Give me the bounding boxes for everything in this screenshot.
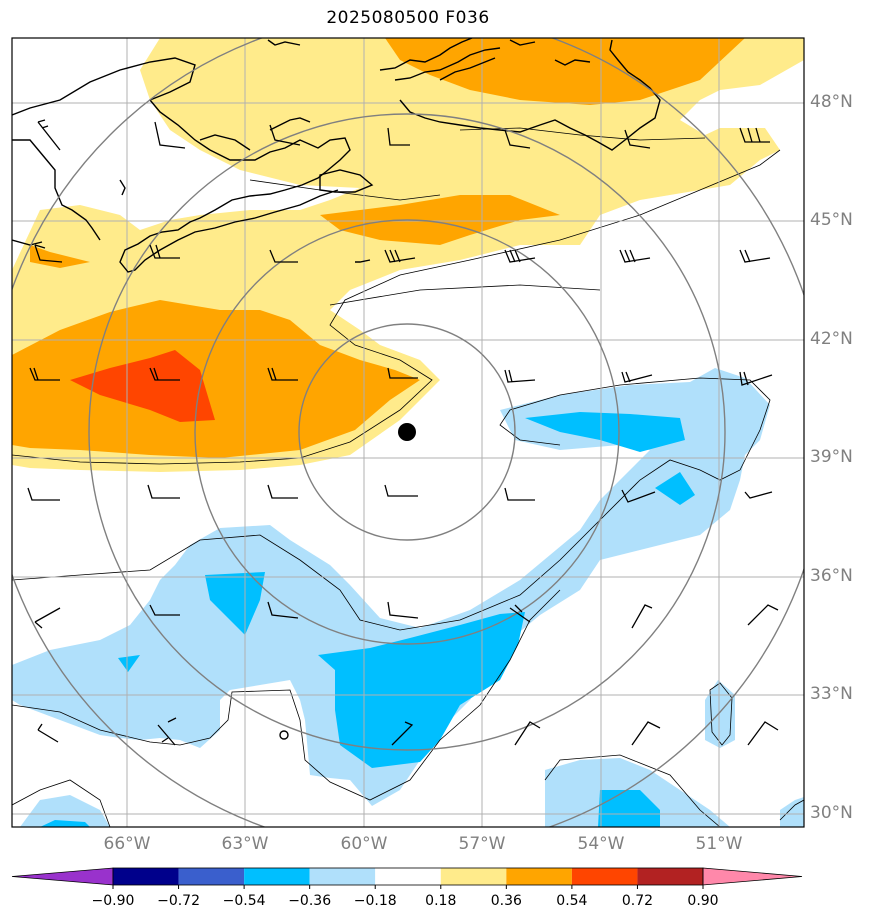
colorbar-segment <box>309 868 376 885</box>
colorbar-segment <box>375 868 441 885</box>
colorbar-segment <box>506 868 572 885</box>
lat-label-48n: 48°N <box>810 92 853 112</box>
colorbar-segment <box>440 868 507 885</box>
lat-label-30n: 30°N <box>810 803 853 823</box>
colorbar-tick-label: 0.90 <box>687 893 719 909</box>
colorbar-segment <box>244 868 310 885</box>
lat-label-39n: 39°N <box>810 447 853 467</box>
colorbar <box>11 867 803 889</box>
lat-label-36n: 36°N <box>810 566 853 586</box>
colorbar-tick-label: −0.18 <box>353 893 397 909</box>
range-rings <box>12 38 804 827</box>
negative-anomaly-blue <box>40 412 695 827</box>
wind-barbs <box>27 119 779 746</box>
colorbar-segment <box>178 868 245 885</box>
graticule <box>12 38 804 827</box>
colorbar-tick-label: 0.36 <box>490 893 522 909</box>
colorbar-extend-high <box>702 867 803 886</box>
colorbar-segment <box>571 868 638 885</box>
colorbar-segment <box>637 868 703 885</box>
colorbar-tick-label: −0.72 <box>157 893 200 909</box>
map-panel <box>11 37 805 828</box>
lon-label-63w: 63°W <box>221 834 269 854</box>
colorbar-segment <box>113 868 179 885</box>
map-frame <box>11 37 805 828</box>
lon-label-60w: 60°W <box>340 834 388 854</box>
lat-label-45n: 45°N <box>810 210 853 230</box>
lat-label-42n: 42°N <box>810 329 853 349</box>
colorbar-outline <box>112 867 704 886</box>
storm-center-marker <box>398 423 416 441</box>
lon-label-66w: 66°W <box>103 834 151 854</box>
map-title: 2025080500 F036 <box>326 8 490 28</box>
colorbar-tick-label: −0.90 <box>91 893 135 909</box>
colorbar-tick-label: 0.18 <box>425 893 457 909</box>
lon-label-57w: 57°W <box>458 834 506 854</box>
colorbar-tick-label: −0.36 <box>288 893 332 909</box>
lon-label-54w: 54°W <box>577 834 625 854</box>
positive-anomaly-red <box>70 350 215 422</box>
colorbar-tick-label: 0.54 <box>556 893 588 909</box>
colorbar-tick-label: −0.54 <box>222 893 266 909</box>
field-contours <box>12 127 804 827</box>
colorbar-extend-low <box>11 867 114 886</box>
colorbar-tick-label: 0.72 <box>621 893 654 909</box>
lat-label-33n: 33°N <box>810 684 853 704</box>
lon-label-51w: 51°W <box>695 834 743 854</box>
